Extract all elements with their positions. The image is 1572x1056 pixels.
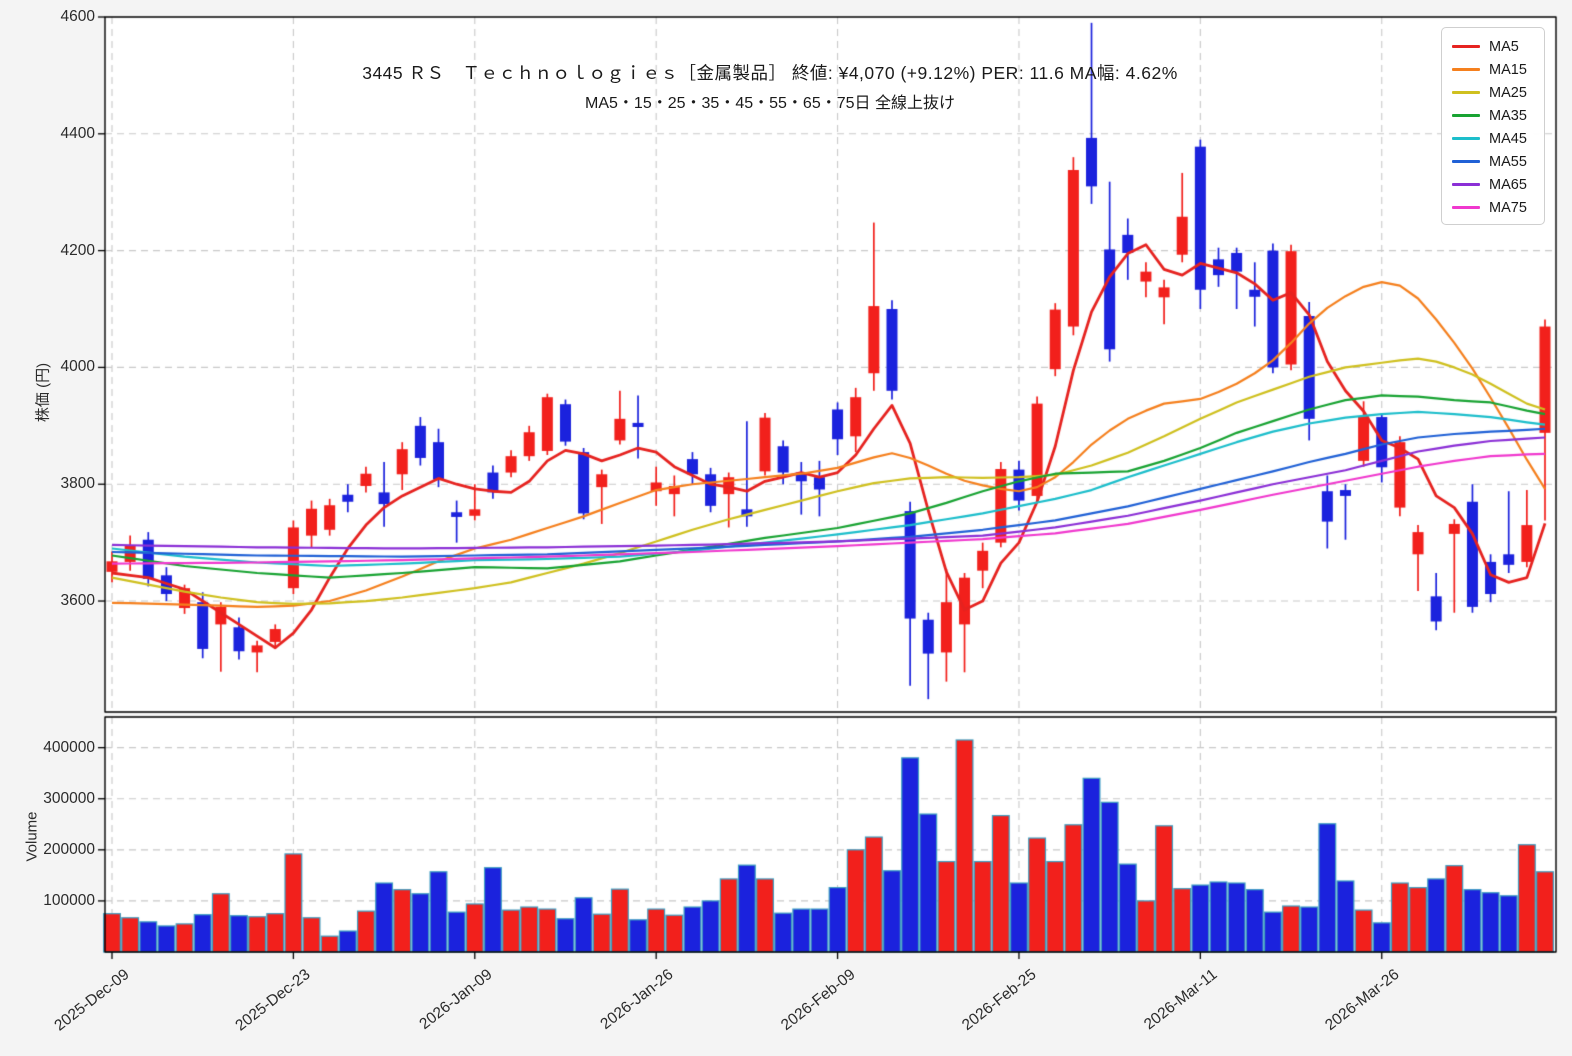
legend-label: MA5 [1489, 38, 1519, 55]
ma-legend: MA5 MA15 MA25 MA35 MA45 MA55 MA65 MA75 [1441, 27, 1545, 225]
legend-item-ma35: MA35 [1452, 104, 1534, 127]
legend-line-swatch [1452, 206, 1480, 209]
price-tick-label: 3800 [60, 475, 95, 493]
legend-label: MA75 [1489, 199, 1527, 216]
legend-line-swatch [1452, 137, 1480, 140]
legend-item-ma25: MA25 [1452, 81, 1534, 104]
price-tick-label: 4000 [60, 358, 95, 376]
legend-line-swatch [1452, 68, 1480, 71]
legend-line-swatch [1452, 183, 1480, 186]
legend-label: MA15 [1489, 61, 1527, 78]
legend-line-swatch [1452, 114, 1480, 117]
volume-tick-label: 200000 [43, 840, 95, 858]
volume-tick-label: 400000 [43, 738, 95, 756]
legend-label: MA55 [1489, 153, 1527, 170]
legend-item-ma5: MA5 [1452, 35, 1534, 58]
legend-label: MA35 [1489, 107, 1527, 124]
legend-label: MA45 [1489, 130, 1527, 147]
legend-line-swatch [1452, 45, 1480, 48]
chart-subtitle: MA5・15・25・35・45・55・65・75日 全線上抜け [585, 95, 955, 112]
volume-tick-label: 100000 [43, 891, 95, 909]
volume-tick-label: 300000 [43, 789, 95, 807]
legend-item-ma75: MA75 [1452, 196, 1534, 219]
legend-label: MA25 [1489, 84, 1527, 101]
legend-item-ma45: MA45 [1452, 127, 1534, 150]
price-tick-label: 3600 [60, 592, 95, 610]
legend-item-ma65: MA65 [1452, 173, 1534, 196]
chart-title: 3445 ＲＳ Ｔｅｃｈｎｏｌｏｇｉｅｓ［金属製品］ 終値: ¥4,070 (+… [362, 63, 1178, 83]
legend-item-ma15: MA15 [1452, 58, 1534, 81]
legend-line-swatch [1452, 160, 1480, 163]
legend-item-ma55: MA55 [1452, 150, 1534, 173]
price-tick-label: 4200 [60, 241, 95, 259]
legend-label: MA65 [1489, 176, 1527, 193]
price-tick-label: 4400 [60, 124, 95, 142]
legend-line-swatch [1452, 91, 1480, 94]
price-tick-label: 4600 [60, 8, 95, 25]
chart-title-block: 3445 ＲＳ Ｔｅｃｈｎｏｌｏｇｉｅｓ［金属製品］ 終値: ¥4,070 (+… [30, 60, 1510, 113]
